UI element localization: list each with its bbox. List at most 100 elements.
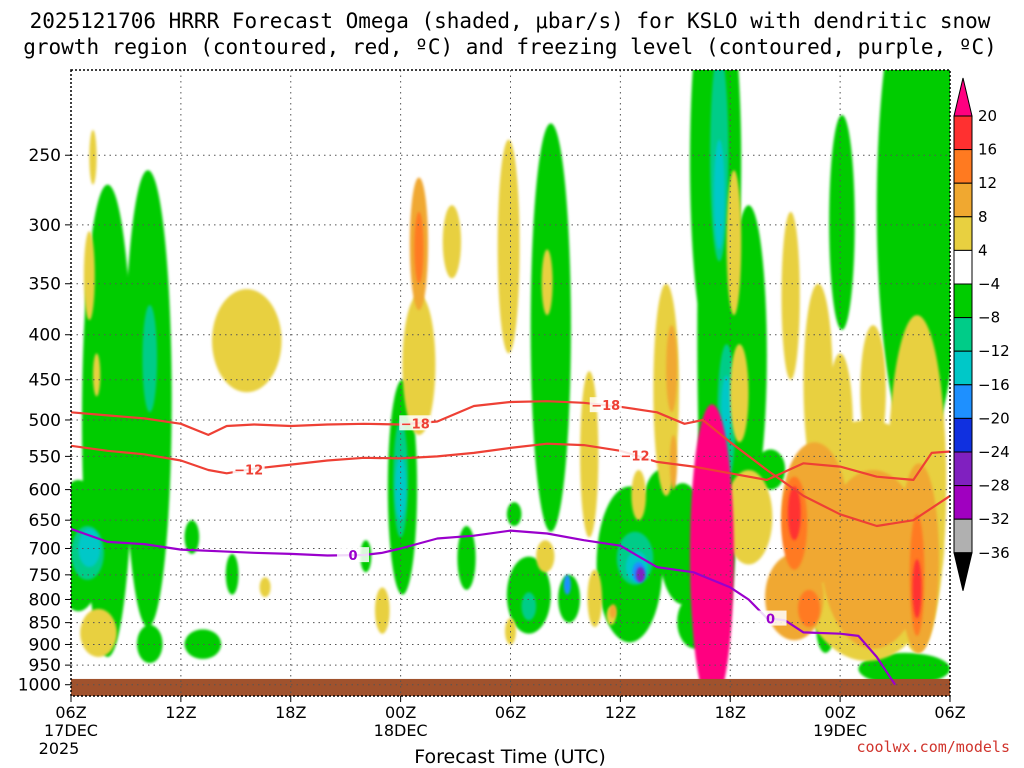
omega-yellow-blob-9: [497, 139, 520, 354]
colorbar: 20 16 12 8 4 −4 −8 −12 −16 −20 −24 −28 −32 −36: [953, 77, 1010, 591]
colorbar-box-3: [953, 182, 973, 218]
omega-yellow-blob-1: [83, 231, 95, 321]
omega-green-blob-4: [184, 520, 200, 554]
omega-yellow-blob-3: [80, 608, 117, 657]
contour-line-zero: [71, 527, 897, 686]
colorbar-bottom-arrow: [953, 552, 973, 591]
y-tick-label-700: 700: [29, 539, 61, 559]
contour-line-minus18: [71, 400, 950, 528]
omega-orange-blob-2: [798, 589, 820, 628]
omega-yellow-blob-18: [781, 211, 800, 380]
omega-yellow-blob-8: [442, 205, 462, 279]
colorbar-label-7: −12: [978, 342, 1010, 360]
omega-red-blob-0: [787, 486, 801, 541]
omega-yellow-blob-6: [374, 587, 390, 634]
omega-green-blob-13: [558, 574, 581, 623]
colorbar-box-8: [953, 350, 973, 386]
omega-yellow-blob-21: [724, 470, 773, 565]
x-tick-label-8: 06Z: [934, 703, 965, 722]
contour-label-bg-zero-0: [337, 547, 370, 563]
contour-zero: 00: [71, 527, 897, 686]
omega-yellow-blob-15: [631, 470, 647, 521]
colorbar-box-5: [953, 249, 973, 285]
colorbar-box-7: [953, 317, 973, 352]
y-tick-label-500: 500: [29, 411, 61, 431]
omega-purple-blob-0: [635, 567, 646, 583]
colorbar-box-6: [953, 283, 973, 319]
y-tick-label-250: 250: [29, 146, 61, 166]
y-tick-label-600: 600: [29, 481, 61, 501]
omega-yellow-blob-17: [730, 344, 749, 443]
colorbar-label-8: −16: [978, 376, 1010, 394]
colorbar-box-1: [953, 115, 973, 151]
omega-magenta-blob-0: [689, 404, 734, 696]
colorbar-label-3: 8: [978, 208, 988, 226]
x-tick-label-0: 06Z: [55, 703, 86, 722]
omega-region-red: [787, 486, 922, 619]
omega-region-purple: [635, 567, 646, 583]
omega-yellow-blob-4: [212, 289, 282, 393]
contour-label-minus18-1: −18: [591, 399, 620, 414]
contour-label-minus12-0: −12: [234, 464, 263, 479]
x-tick-year-0: 2025: [39, 739, 80, 758]
contour-minus12: −12 −12: [71, 442, 950, 481]
contour-line-minus12: [71, 442, 950, 481]
omega-gold-blob-7: [609, 604, 617, 619]
contour-label-zero-0: 0: [348, 549, 357, 564]
omega-red-blob-1: [912, 559, 922, 619]
colorbar-label-0: 20: [978, 107, 997, 125]
x-tick-date-7: 19DEC: [813, 721, 867, 740]
x-tick-label-7: 00Z: [824, 703, 855, 722]
colorbar-box-13: [953, 518, 973, 554]
y-tick-label-650: 650: [29, 511, 61, 531]
omega-shading: [71, 70, 950, 696]
y-tick-label-750: 750: [29, 566, 61, 586]
x-axis-label: Forecast Time (UTC): [414, 746, 605, 768]
colorbar-box-9: [953, 384, 973, 419]
colorbar-label-5: −4: [978, 275, 1000, 293]
y-tick-label-850: 850: [29, 614, 61, 634]
omega-yellow-blob-2: [92, 353, 101, 397]
y-axis-ticks: 2503003504004505005506006507007508008509…: [18, 146, 71, 696]
omega-green-blob-3: [136, 624, 163, 664]
omega-teal-blob-1: [142, 304, 158, 413]
y-tick-label-450: 450: [29, 371, 61, 391]
colorbar-box-10: [953, 417, 973, 453]
omega-teal-blob-7: [521, 592, 537, 621]
credit-text: coolwx.com/models: [856, 738, 1010, 756]
colorbar-label-9: −20: [978, 409, 1010, 427]
y-tick-label-1000: 1000: [18, 676, 61, 696]
colorbar-label-1: 16: [978, 141, 997, 159]
x-tick-date-0: 17DEC: [44, 721, 98, 740]
omega-yellow-blob-11: [536, 540, 555, 573]
colorbar-box-11: [953, 451, 973, 487]
omega-green-blob-23: [829, 114, 855, 330]
colorbar-box-4: [953, 216, 973, 251]
colorbar-label-12: −32: [978, 510, 1010, 528]
colorbar-box-2: [953, 149, 973, 184]
y-tick-label-400: 400: [29, 326, 61, 346]
omega-yellow-blob-19: [803, 283, 833, 484]
omega-orange-blob-0: [414, 211, 424, 284]
colorbar-top-arrow: [953, 77, 973, 117]
colorbar-label-4: 4: [978, 241, 988, 259]
omega-gold-blob-1: [666, 325, 678, 413]
chart-title-line-1: 2025121706 HRRR Forecast Omega (shaded, …: [30, 9, 991, 33]
omega-yellow-blob-12: [587, 569, 603, 628]
y-tick-label-800: 800: [29, 590, 61, 610]
contour-label-bg-minus18-0: [399, 415, 432, 431]
omega-green-blob-12: [530, 123, 571, 532]
omega-gold-blob-5: [821, 470, 925, 649]
grid-lines: [71, 70, 950, 696]
colorbar-box-12: [953, 485, 973, 520]
chart-title-line-2: growth region (contoured, red, ºC) and f…: [23, 35, 997, 59]
omega-yellow-blob-0: [89, 129, 97, 185]
x-tick-label-6: 18Z: [715, 703, 746, 722]
y-tick-label-350: 350: [29, 275, 61, 295]
omega-yellow-blob-5: [259, 577, 271, 598]
contour-label-minus12-1: −12: [621, 449, 650, 464]
y-tick-label-300: 300: [29, 216, 61, 236]
